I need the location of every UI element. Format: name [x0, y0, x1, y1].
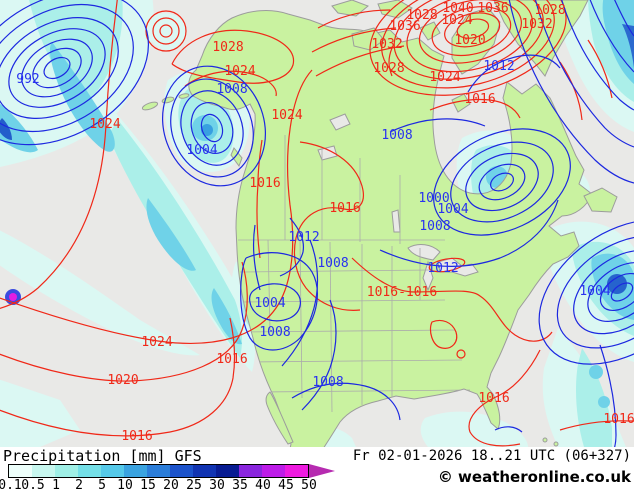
scale-segment: [9, 465, 32, 477]
pressure-label: 1012: [288, 230, 319, 245]
pressure-label: 1024: [441, 13, 472, 28]
scale-tick: 0.5: [21, 478, 45, 490]
pressure-label: 1004: [437, 202, 468, 217]
scale-segment: [147, 465, 170, 477]
scale-segment: [239, 465, 262, 477]
scale-segment: [32, 465, 55, 477]
pressure-label: 1036: [477, 1, 508, 16]
pressure-label: 1016: [329, 201, 360, 216]
scale-segment: [170, 465, 193, 477]
scale-segment: [78, 465, 101, 477]
newfoundland: [583, 187, 618, 213]
scale-segment: [124, 465, 147, 477]
scale-tick: 35: [232, 478, 248, 490]
lake-michigan: [422, 260, 434, 292]
pressure-label: 1000: [418, 191, 449, 206]
pressure-label: 1016: [478, 391, 509, 406]
scale-tick: 15: [140, 478, 156, 490]
scale-tick: 30: [209, 478, 225, 490]
pressure-label: 1008: [381, 128, 412, 143]
state-borders-layer: [238, 135, 471, 413]
pressure-label: 1012: [483, 59, 514, 74]
scale-tick-labels: 0.1 0.5 1 2 5 10 15 20 25 30 35 40 45 50: [0, 478, 634, 490]
precipitation-color-scale: [8, 464, 309, 478]
vancouver-island: [230, 147, 243, 168]
pressure-label: 1028: [212, 40, 243, 55]
lake-superior: [407, 244, 441, 261]
pressure-label: 1028: [534, 3, 565, 18]
map-area: 992 1008 1004 1008 1000 1004 1008 1012 1012 1008 1…: [0, 0, 634, 447]
landmass-layer: [141, 0, 618, 447]
scale-tick: 50: [301, 478, 317, 490]
isobars-low-pressure: [0, 0, 634, 447]
pressure-label: 1024: [224, 64, 255, 79]
legend-title: Precipitation [mm] GFS: [3, 447, 202, 465]
scale-segment: [101, 465, 124, 477]
lake-winnipeg: [391, 209, 401, 233]
scale-tick: 25: [186, 478, 202, 490]
baja-california: [265, 391, 294, 445]
pressure-label: 1016: [249, 176, 280, 191]
scale-tick: 20: [163, 478, 179, 490]
pressure-label: 1004: [186, 143, 217, 158]
scale-segment: [285, 465, 308, 477]
pressure-label: 1032: [371, 37, 402, 52]
pressure-label: 1016: [121, 429, 152, 444]
scale-segment: [55, 465, 78, 477]
scale-segment: [216, 465, 239, 477]
pressure-label: 1008: [317, 256, 348, 271]
pressure-label: 1032: [521, 17, 552, 32]
pressure-label: 1008: [312, 375, 343, 390]
scale-tick: 0.1: [0, 478, 22, 490]
pressure-label: 1016-1016: [367, 285, 437, 300]
scale-tick: 5: [98, 478, 106, 490]
pressure-label: 1008: [259, 325, 290, 340]
valid-time-label: Fr 02-01-2026 18..21 UTC (06+327): [352, 448, 631, 464]
pressure-label: 1008: [419, 219, 450, 234]
pressure-labels-layer: 9921008100410081000100410081012101210081…: [16, 1, 634, 444]
pressure-label: 1020: [107, 373, 138, 388]
greenland: [493, 0, 589, 77]
scale-overflow-arrow: [309, 464, 335, 478]
pressure-label: 1036: [389, 19, 420, 34]
scale-segment: [262, 465, 285, 477]
pressure-label: 1028: [373, 61, 404, 76]
pressure-label: 1016: [603, 412, 634, 427]
pressure-label: 1016: [464, 92, 495, 107]
pressure-label: 1004: [254, 296, 285, 311]
scale-tick: 45: [278, 478, 294, 490]
scale-tick: 2: [75, 478, 83, 490]
extreme-precip-core: [9, 293, 17, 301]
pressure-label: 1028: [406, 8, 437, 23]
pressure-label: 1020: [454, 33, 485, 48]
pressure-label: 992: [16, 72, 39, 87]
copyright-label: © weatheronline.co.uk: [437, 468, 631, 486]
pressure-label: 1040: [442, 1, 473, 16]
pressure-label: 1016: [216, 352, 247, 367]
pressure-label: 1024: [89, 117, 120, 132]
pressure-label: 1004: [579, 284, 610, 299]
scale-segment: [193, 465, 216, 477]
precipitation-map-svg: 9921008100410081000100410081012101210081…: [0, 0, 634, 447]
pressure-label: 1024: [271, 108, 302, 123]
scale-tick: 40: [255, 478, 271, 490]
pressure-label: 1024: [141, 335, 172, 350]
pressure-label: 1012: [427, 261, 458, 276]
scale-tick: 10: [117, 478, 133, 490]
pressure-label: 1024: [429, 70, 460, 85]
pressure-label: 1008: [216, 82, 247, 97]
scale-tick: 1: [52, 478, 60, 490]
legend-bar: Precipitation [mm] GFS Fr 02-01-2026 18.…: [0, 447, 634, 490]
